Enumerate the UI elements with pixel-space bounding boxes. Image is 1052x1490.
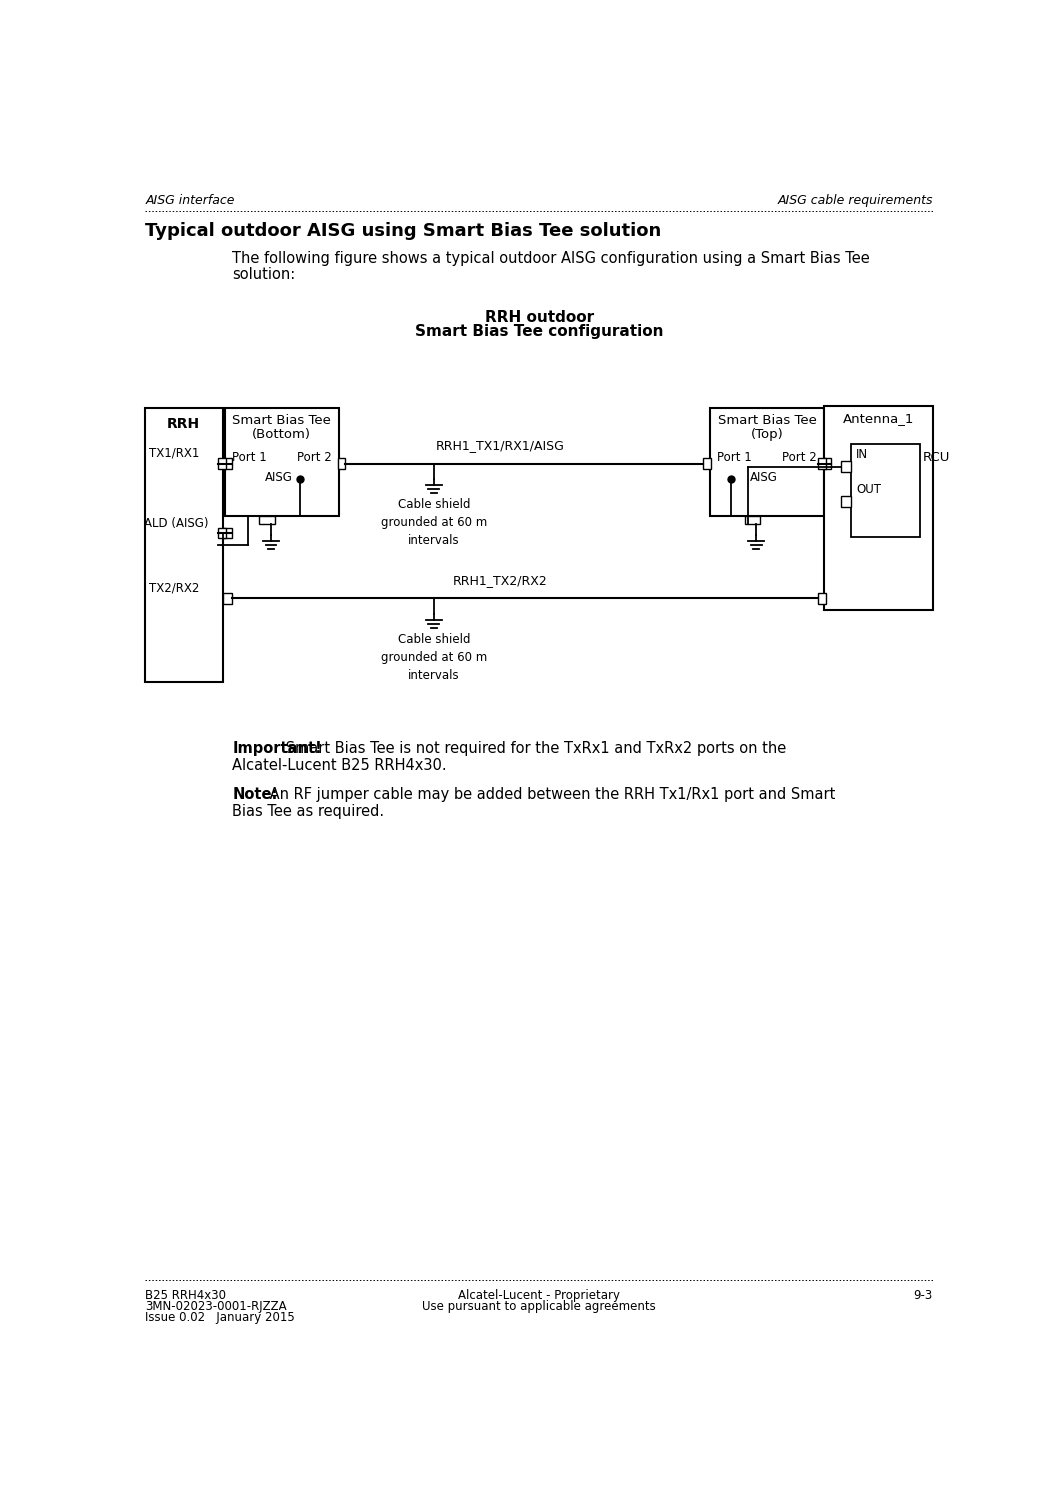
Bar	[704, 459, 711, 469]
Bar	[223, 593, 232, 603]
Text: Alcatel-Lucent - Proprietary: Alcatel-Lucent - Proprietary	[459, 1289, 620, 1302]
Text: AISG: AISG	[265, 471, 292, 484]
Text: Note:: Note:	[232, 787, 278, 802]
Text: AISG: AISG	[750, 471, 777, 484]
Bar	[825, 405, 933, 609]
Text: Use pursuant to applicable agreements: Use pursuant to applicable agreements	[422, 1299, 656, 1313]
Text: Smart Bias Tee configuration: Smart Bias Tee configuration	[414, 323, 664, 338]
Text: Smart Bias Tee: Smart Bias Tee	[232, 414, 331, 428]
Text: Port 2: Port 2	[297, 450, 331, 463]
Text: TX2/RX2: TX2/RX2	[148, 581, 199, 595]
Bar	[745, 516, 760, 524]
Bar	[818, 593, 826, 603]
Text: Port 1: Port 1	[232, 450, 267, 463]
Bar	[219, 527, 226, 538]
Text: 3MN-02023-0001-RJZZA: 3MN-02023-0001-RJZZA	[145, 1299, 287, 1313]
Bar	[710, 408, 825, 516]
Bar	[260, 516, 275, 524]
Text: RCU: RCU	[923, 450, 950, 463]
Text: 9-3: 9-3	[913, 1289, 933, 1302]
Text: AISG interface: AISG interface	[145, 194, 235, 207]
Text: Cable shield
grounded at 60 m
intervals: Cable shield grounded at 60 m intervals	[381, 633, 487, 682]
Text: solution:: solution:	[232, 267, 296, 282]
Text: B25 RRH4x30: B25 RRH4x30	[145, 1289, 226, 1302]
Bar	[841, 496, 851, 507]
Bar	[224, 408, 339, 516]
Text: Port 2: Port 2	[782, 450, 816, 463]
Text: The following figure shows a typical outdoor AISG configuration using a Smart Bi: The following figure shows a typical out…	[232, 252, 870, 267]
Bar	[841, 462, 851, 472]
Text: RRH outdoor: RRH outdoor	[485, 310, 593, 325]
Text: (Top): (Top)	[751, 428, 784, 441]
Text: (Bottom): (Bottom)	[252, 428, 311, 441]
Text: OUT: OUT	[856, 483, 882, 496]
Text: ALD (AISG): ALD (AISG)	[144, 517, 208, 530]
Text: Antenna_1: Antenna_1	[843, 413, 914, 425]
Bar	[219, 459, 226, 469]
Text: Cable shield
grounded at 60 m
intervals: Cable shield grounded at 60 m intervals	[381, 498, 487, 547]
Text: IN: IN	[856, 448, 868, 462]
Bar	[823, 459, 830, 469]
Text: RRH: RRH	[167, 417, 200, 432]
Text: Alcatel-Lucent B25 RRH4x30.: Alcatel-Lucent B25 RRH4x30.	[232, 758, 447, 773]
Bar	[223, 527, 232, 538]
Bar	[223, 459, 232, 469]
Bar	[338, 459, 345, 469]
Bar	[851, 444, 919, 536]
Text: Port 1: Port 1	[717, 450, 752, 463]
Bar	[818, 459, 826, 469]
Text: Smart Bias Tee: Smart Bias Tee	[717, 414, 816, 428]
Text: Important!: Important!	[232, 741, 322, 755]
Text: Smart Bias Tee is not required for the TxRx1 and TxRx2 ports on the: Smart Bias Tee is not required for the T…	[281, 741, 786, 755]
Text: Issue 0.02   January 2015: Issue 0.02 January 2015	[145, 1311, 296, 1323]
Text: RRH1_TX1/RX1/AISG: RRH1_TX1/RX1/AISG	[436, 440, 565, 451]
Text: Typical outdoor AISG using Smart Bias Tee solution: Typical outdoor AISG using Smart Bias Te…	[145, 222, 662, 240]
Text: Bias Tee as required.: Bias Tee as required.	[232, 805, 384, 820]
Text: RRH1_TX2/RX2: RRH1_TX2/RX2	[453, 574, 548, 587]
Bar	[145, 408, 223, 681]
Text: AISG cable requirements: AISG cable requirements	[777, 194, 933, 207]
Text: An RF jumper cable may be added between the RRH Tx1/Rx1 port and Smart: An RF jumper cable may be added between …	[265, 787, 835, 802]
Text: TX1/RX1: TX1/RX1	[148, 447, 199, 460]
